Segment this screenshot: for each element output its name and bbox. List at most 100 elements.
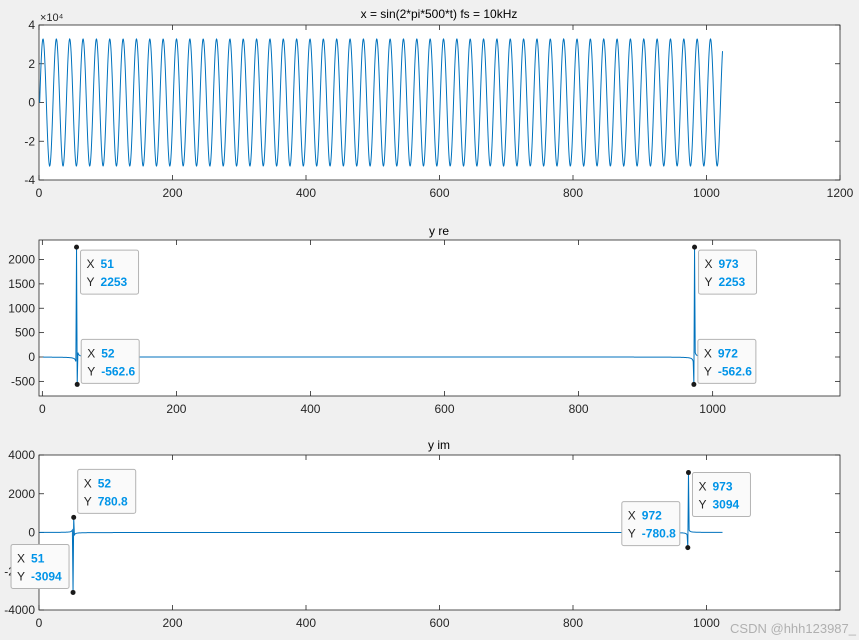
y-tick-label: -4 [24, 173, 35, 187]
datatip-marker [691, 381, 697, 387]
datatip-y-letter: Y [87, 364, 95, 378]
datatip[interactable]: X 972 Y -780.8 [621, 501, 691, 551]
datatip-x-value: 52 [98, 476, 112, 490]
datatip-y-letter: Y [705, 275, 713, 289]
x-tick-label: 400 [296, 186, 316, 200]
datatip[interactable]: X 973 Y 2253 [692, 244, 758, 295]
datatip-y-letter: Y [17, 569, 25, 583]
y-tick-label: 0 [28, 96, 35, 110]
datatip-x-letter: X [704, 346, 712, 360]
datatip-x-letter: X [698, 480, 706, 494]
x-tick-label: 800 [569, 402, 589, 416]
datatip-box [77, 468, 137, 514]
y-tick-label: -4000 [4, 603, 35, 617]
y-tick-label: 2000 [8, 253, 35, 267]
x-tick-label: 1200 [827, 186, 854, 200]
datatip-marker [71, 514, 77, 520]
datatip-x-letter: X [87, 257, 95, 271]
datatip-y-value: -3094 [31, 569, 62, 583]
datatip-x-letter: X [84, 476, 92, 490]
spectrum-imag-series-line [39, 472, 723, 593]
y-tick-label: 2000 [8, 487, 35, 501]
x-tick-label: 200 [162, 186, 182, 200]
time-signal-series-line [39, 38, 724, 167]
datatip-x-value: 973 [719, 257, 739, 271]
x-tick-label: 800 [563, 616, 583, 630]
datatip-x-value: 51 [101, 257, 115, 271]
x-tick-label: 1000 [693, 616, 720, 630]
datatip-y-letter: Y [87, 275, 95, 289]
x-tick-label: 200 [166, 402, 186, 416]
datatip-y-letter: Y [698, 498, 706, 512]
datatip[interactable]: X 52 Y -562.6 [74, 338, 140, 387]
x-tick-label: 1000 [699, 402, 726, 416]
datatip-x-value: 973 [712, 480, 732, 494]
datatip-y-letter: Y [84, 494, 92, 508]
x-tick-label: 800 [563, 186, 583, 200]
datatip-y-value: -562.6 [718, 364, 752, 378]
time-signal-plot-area [38, 24, 841, 181]
x-tick-label: 600 [429, 616, 449, 630]
time-signal-title: x = sin(2*pi*500*t) fs = 10kHz [361, 7, 518, 21]
datatip-box [621, 501, 681, 547]
y-tick-label: 0 [28, 350, 35, 364]
datatip[interactable]: X 51 Y 2253 [74, 244, 140, 295]
datatip-y-value: 780.8 [98, 494, 128, 508]
y-tick-label: -2 [24, 134, 35, 148]
x-tick-label: 1000 [693, 186, 720, 200]
x-tick-label: 600 [435, 402, 455, 416]
datatip-x-letter: X [628, 509, 636, 523]
y-tick-label: 4000 [8, 448, 35, 462]
datatip-box [10, 543, 70, 589]
datatip[interactable]: X 51 Y -3094 [10, 543, 76, 595]
x-tick-label: 400 [296, 616, 316, 630]
datatip-y-letter: Y [704, 364, 712, 378]
x-tick-label: 200 [162, 616, 182, 630]
datatip-y-letter: Y [628, 527, 636, 541]
datatip-box [80, 338, 140, 384]
datatip-x-letter: X [705, 257, 713, 271]
datatip-marker [74, 381, 80, 387]
datatip-x-value: 972 [718, 346, 738, 360]
spectrum-real-axes[interactable]: y re 0 200 400 600 800 1000 -500 0 500 1000 1500 20… [8, 224, 841, 416]
datatip-marker [685, 470, 691, 476]
x-tick-label: 0 [36, 186, 43, 200]
x-tick-label: 400 [300, 402, 320, 416]
datatip-y-value: 3094 [712, 498, 739, 512]
y-tick-label: -500 [11, 374, 35, 388]
y-tick-label: 500 [15, 326, 35, 340]
datatip-box [80, 249, 140, 295]
x-tick-label: 0 [36, 616, 43, 630]
spectrum-imag-title: y im [428, 438, 450, 452]
y-tick-label: 2 [28, 57, 35, 71]
watermark-text: CSDN @hhh123987_ [730, 621, 857, 636]
datatip-x-letter: X [87, 346, 95, 360]
spectrum-real-title: y re [429, 224, 449, 238]
spectrum-real-series-line [42, 247, 729, 385]
y-tick-label: 4 [28, 18, 35, 32]
spectrum-imag-axes[interactable]: y im 02004006008001000-4000-200002000400… [4, 438, 841, 630]
datatip[interactable]: X 972 Y -562.6 [691, 338, 757, 387]
datatip-y-value: -780.8 [642, 527, 676, 541]
datatip-y-value: -562.6 [101, 364, 135, 378]
y-tick-label: 1500 [8, 277, 35, 291]
datatip-box [698, 249, 758, 295]
x-tick-label: 600 [429, 186, 449, 200]
datatip-marker [685, 545, 691, 551]
datatip-marker [70, 589, 76, 595]
y-tick-label: 1000 [8, 301, 35, 315]
datatip[interactable]: X 52 Y 780.8 [71, 468, 137, 520]
x-tick-label: 0 [39, 402, 46, 416]
datatip-x-value: 52 [101, 346, 115, 360]
datatip-x-value: 51 [31, 551, 45, 565]
datatip-marker [74, 244, 80, 250]
datatip-box [697, 338, 757, 384]
time-signal-axes[interactable]: x = sin(2*pi*500*t) fs = 10kHz ×10⁴ 0 200… [24, 7, 853, 200]
datatip-y-value: 2253 [101, 275, 128, 289]
time-signal-exponent-label: ×10⁴ [40, 12, 64, 24]
datatip-x-letter: X [17, 551, 25, 565]
datatip-y-value: 2253 [719, 275, 746, 289]
datatip-x-value: 972 [642, 509, 662, 523]
datatip[interactable]: X 973 Y 3094 [685, 470, 751, 518]
